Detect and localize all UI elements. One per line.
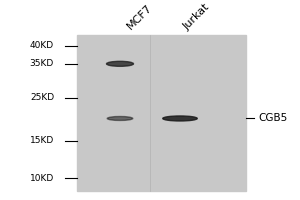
Bar: [76, 35, 246, 191]
Ellipse shape: [107, 116, 133, 120]
Text: 15KD: 15KD: [30, 136, 54, 145]
Text: CGB5: CGB5: [258, 113, 287, 123]
Text: Jurkat: Jurkat: [182, 2, 212, 32]
Text: 40KD: 40KD: [30, 41, 54, 50]
Ellipse shape: [163, 116, 197, 121]
Text: 10KD: 10KD: [30, 174, 54, 183]
Text: 25KD: 25KD: [30, 93, 54, 102]
Ellipse shape: [106, 61, 134, 66]
Text: MCF7: MCF7: [125, 3, 154, 32]
Text: 35KD: 35KD: [30, 59, 54, 68]
